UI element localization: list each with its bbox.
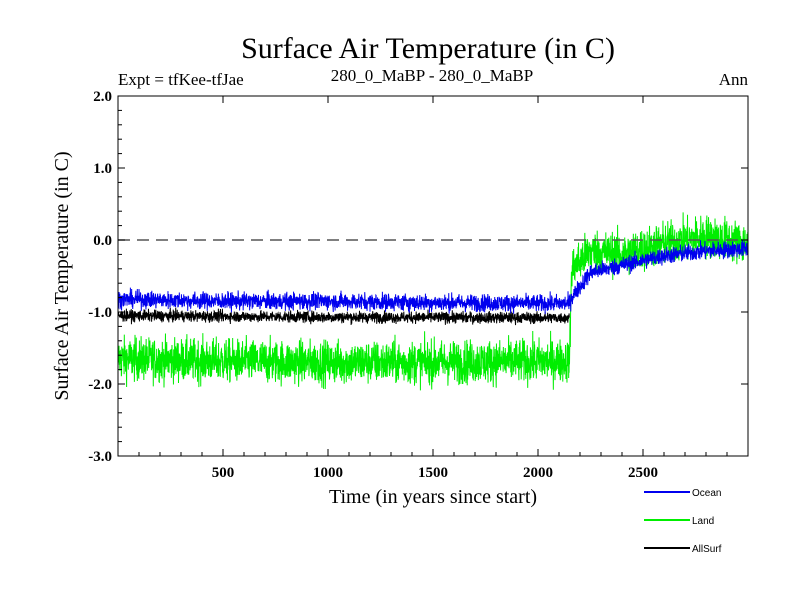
y-tick-label: 2.0 [93,89,112,105]
x-tick-label: 1000 [313,465,343,481]
legend-label-ocean: Ocean [692,488,721,499]
y-axis: -3.0 -2.0 -1.0 0.0 1.0 2.0 [88,89,748,465]
series-layer [118,212,748,391]
x-axis-label: Time (in years since start) [329,486,537,508]
legend-label-allsurf: AllSurf [692,544,722,555]
legend-label-land: Land [692,516,714,527]
x-tick-label: 500 [212,465,235,481]
chart-subtitle-right: Ann [719,70,749,89]
plot-frame [117,95,749,457]
y-tick-label: -2.0 [88,377,112,393]
chart-title: Surface Air Temperature (in C) [241,32,615,65]
chart-subtitle-left: Expt = tfKee-tfJae [118,70,244,89]
x-tick-label: 2000 [523,465,553,481]
chart-subtitle-center: 280_0_MaBP - 280_0_MaBP [331,66,533,85]
x-tick-label: 1500 [418,465,448,481]
series-line-ocean [118,239,748,315]
y-tick-label: -3.0 [88,449,112,465]
x-tick-label: 2500 [628,465,658,481]
legend: Ocean Land AllSurf [644,488,722,555]
y-tick-label: -1.0 [88,305,112,321]
x-axis: 500 1000 1500 2000 2500 [138,96,728,481]
y-axis-label: Surface Air Temperature (in C) [51,151,73,400]
series-line-allsurf [118,307,570,326]
y-tick-label: 1.0 [93,161,112,177]
y-tick-label: 0.0 [93,233,112,249]
